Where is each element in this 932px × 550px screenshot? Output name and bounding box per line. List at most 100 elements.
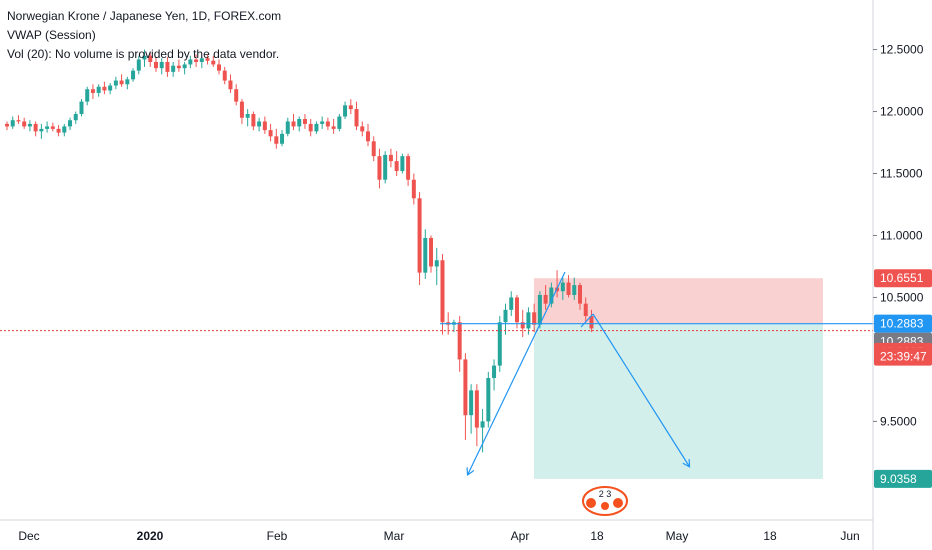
candle-body [285,121,290,134]
candle-body [578,285,582,304]
tradingview-watermark[interactable]: 2 3 [582,486,628,516]
candle-body [360,126,365,132]
candle-body [560,282,565,292]
candle-body [411,179,416,199]
candle-body [543,294,548,304]
chart-legend: Norwegian Krone / Japanese Yen, 1D, FORE… [7,7,281,64]
candle-body [16,120,21,122]
candle-body [131,70,136,80]
candle-body [474,390,479,428]
candle-body [526,312,531,329]
time-tick-label: 18 [590,529,604,543]
candlestick-series [5,49,594,453]
price-label-text: 10.2883 [880,317,924,331]
price-label-bg [874,347,932,366]
candle-body [102,86,107,91]
candle-body [503,309,508,323]
watermark-dot-right [613,498,623,508]
candle-body [274,136,279,144]
price-label: 10.2883 [874,314,932,333]
projection-arrow[interactable] [592,313,689,466]
candle-body [331,126,336,129]
candle-body [463,359,468,416]
price-axis[interactable]: 12.5000 12.0000 11.5000 11.0000 10.5000 9.500… [872,0,924,550]
candle-body [211,60,216,65]
candle-body [537,294,542,325]
candle-body [371,141,376,157]
candle-body [176,65,181,69]
candle-body [308,123,313,132]
candle-body [497,322,502,366]
time-tick-label: Jun [840,529,859,543]
candle-body [234,89,239,102]
trend-drawings[interactable] [468,271,689,474]
stop-loss-zone[interactable] [534,278,823,324]
price-label-text: 10.6551 [880,271,924,285]
watermark-outline[interactable] [582,486,628,516]
candle-body [245,114,250,118]
candle-body [262,121,267,131]
candle-body [314,123,319,132]
candle-body [257,121,262,127]
candle-body [50,126,55,129]
candle-body [159,61,164,69]
price-label-text: 9.0358 [880,472,917,486]
symbol-title[interactable]: Norwegian Krone / Japanese Yen, 1D, FORE… [7,9,282,23]
candle-body [119,80,124,85]
candle-body [125,79,130,85]
candle-body [39,128,44,132]
candle-body [320,121,325,124]
volume-indicator-label[interactable]: Vol (20): No volume is provided by the d… [7,47,280,61]
take-profit-zone[interactable] [534,323,823,479]
candle-body [297,118,302,127]
candle-body [423,237,428,273]
price-lines [0,323,932,332]
price-label: 10.6551 [874,269,932,288]
price-tick-label: 10.5000 [880,290,924,304]
price-labels: 10.655110.288310.288310.222523:39:479.03… [874,269,932,488]
candle-body [348,105,353,110]
candle-body [383,154,388,180]
candle-body [217,64,222,71]
vwap-indicator-label[interactable]: VWAP (Session) [7,28,96,42]
candle-body [10,120,15,127]
candle-body [365,131,370,142]
candle-body [394,161,399,172]
time-axis[interactable]: Dec 2020 Feb Mar Apr 18 May 18 Jun [0,519,873,543]
candle-body [486,377,491,422]
candle-body [33,123,38,132]
price-tick-label: 12.0000 [880,105,924,119]
projection-arrow-start[interactable] [580,313,594,328]
candle-body [62,126,67,133]
candle-body [417,198,422,273]
candle-body [228,80,233,90]
candle-body [492,365,497,378]
candle-body [142,55,147,60]
candle-body [136,59,141,71]
candle-body [182,64,187,69]
candle-body [73,114,78,121]
risk-reward-zones[interactable] [534,278,823,479]
candle-body [302,118,307,124]
candle-body [96,86,101,93]
candle-body [429,237,434,267]
candle-body [68,120,73,127]
candle-body [268,130,273,137]
candle-body [171,65,176,72]
candle-body [566,282,571,295]
candle-body [239,101,244,118]
candle-body [165,61,170,72]
candle-body [377,156,382,180]
time-tick-label: Dec [18,529,39,543]
candle-body [251,114,256,127]
trend-arrow-down[interactable] [468,271,566,474]
candle-body [199,58,204,62]
candle-body [406,156,411,180]
candle-body [90,89,95,93]
candle-body [354,109,359,127]
candle-body [589,316,594,329]
time-tick-label: 18 [763,529,777,543]
candle-body [27,123,32,127]
